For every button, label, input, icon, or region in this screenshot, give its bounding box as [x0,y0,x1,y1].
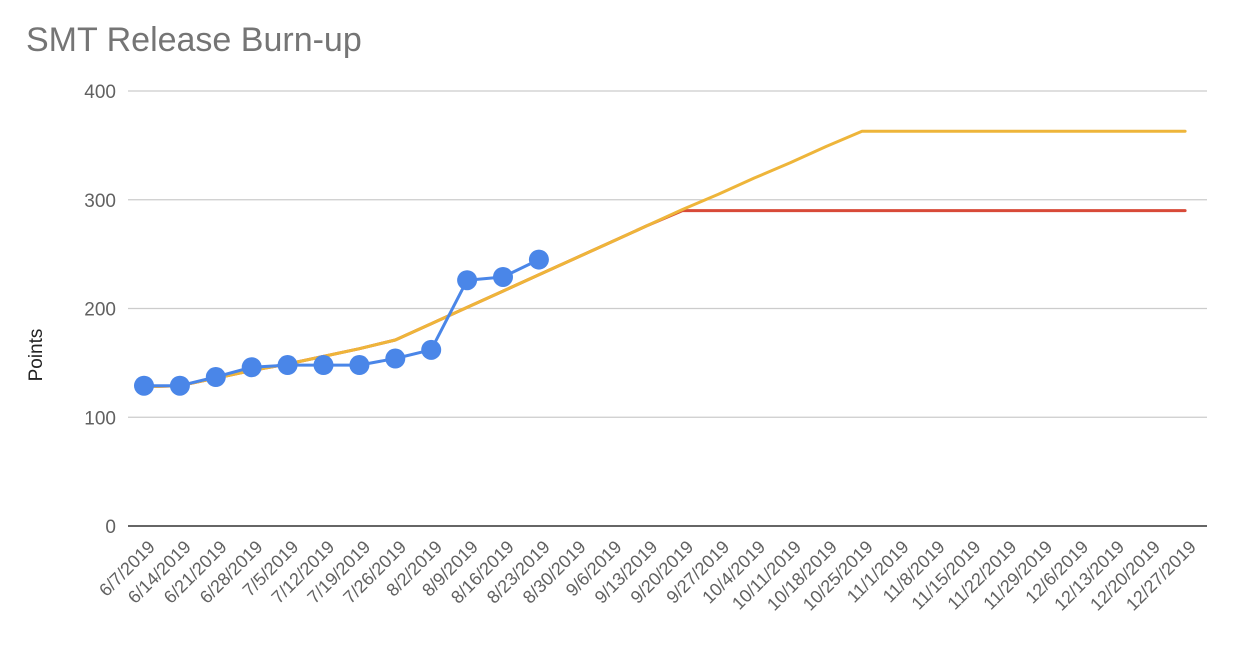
y-axis-label: Points [26,329,47,382]
data-point [241,357,262,378]
y-axis-ticks: 0 100 200 300 400 [84,82,116,538]
data-points [134,249,549,396]
data-point [134,375,154,396]
gridlines [128,90,1207,527]
chart-title: SMT Release Burn-up [26,21,362,59]
data-point [277,355,298,376]
data-point [349,355,370,376]
x-axis-ticks: 6/7/20196/14/20196/21/20196/28/20197/5/2… [95,537,1200,615]
series-line-1 [142,129,1187,389]
y-tick-label: 400 [84,82,116,103]
data-point [493,266,513,287]
series-lines [142,129,1187,389]
series-line-2 [142,258,541,388]
data-point [421,339,442,360]
y-tick-label: 300 [84,191,116,212]
data-point [457,270,478,291]
data-point [313,355,334,376]
y-tick-label: 200 [84,300,116,321]
data-point [169,375,190,396]
y-tick-label: 100 [84,408,116,429]
data-point [385,348,406,369]
y-tick-label: 0 [105,517,116,538]
data-point [528,249,549,270]
data-point [205,367,226,388]
